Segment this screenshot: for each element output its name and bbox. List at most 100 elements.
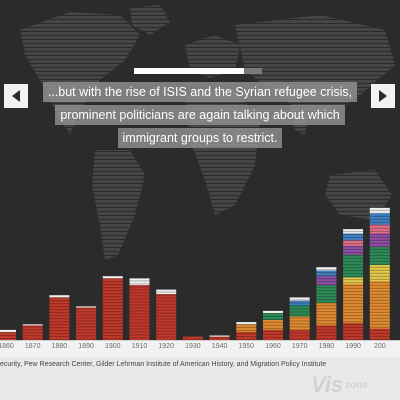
bar-stripe: [76, 311, 97, 313]
bar-stripe: [102, 284, 123, 286]
bar-stripe: [263, 312, 283, 314]
next-slide-button[interactable]: [371, 84, 395, 108]
bar-stripe: [369, 248, 390, 250]
bar-stripe: [102, 326, 123, 328]
bar-stripe: [289, 311, 310, 313]
bar-stripe: [316, 281, 337, 283]
bar-stripe: [369, 224, 390, 226]
bar-1930: [182, 336, 203, 340]
bar-segment-1910-bar_white: [129, 278, 150, 286]
year-label-1910: 1910: [131, 343, 148, 350]
bar-stripe: [343, 240, 364, 242]
year-label-1990: 1990: [345, 343, 361, 350]
bar-segment-1860-bar_red: [0, 332, 16, 340]
bar-stripe: [369, 329, 390, 331]
bar-stripe: [369, 278, 390, 280]
bar-stripe: [129, 307, 150, 309]
bar-stripe: [102, 302, 123, 304]
bar-1900: [102, 276, 123, 340]
bar-stripe: [156, 294, 177, 296]
bar-stripe: [316, 278, 337, 280]
bar-stripe: [343, 264, 364, 266]
bar-stripe: [236, 336, 257, 338]
bar-stripe: [343, 252, 364, 254]
bar-stripe: [369, 236, 390, 238]
bar-stripe: [76, 329, 97, 331]
bar-stripe: [156, 327, 177, 329]
caption-line-1: ...but with the rise of ISIS and the Syr…: [42, 82, 358, 102]
bar-stripe: [49, 297, 70, 299]
bar-stripe: [369, 209, 390, 211]
bar-segment-2000-bar_blue: [369, 213, 390, 225]
bar-stripe: [369, 227, 390, 229]
bar-stripe: [289, 335, 310, 337]
bar-stripe: [156, 300, 177, 302]
bar-stripe: [289, 326, 310, 328]
bar-stripe: [129, 331, 150, 333]
bar-stripe: [76, 308, 97, 310]
bar-stripe: [316, 275, 337, 277]
bar-stripe: [22, 329, 43, 331]
bar-stripe: [102, 320, 123, 322]
bar-segment-1970-bar_red: [289, 329, 310, 340]
bar-stripe: [343, 258, 364, 260]
year-label-1860: 1860: [0, 343, 14, 350]
bar-stripe: [76, 323, 97, 325]
bar-stripe: [129, 295, 150, 297]
bar-stripe: [236, 327, 257, 329]
bar-stripe: [156, 306, 177, 308]
bar-stripe: [102, 317, 123, 319]
bar-stripe: [369, 266, 390, 268]
sources-text: ecurity, Pew Research Center, Gilder Leh…: [0, 361, 327, 368]
bar-stripe: [76, 320, 97, 322]
bar-stripe: [49, 339, 70, 340]
bar-stripe: [369, 284, 390, 286]
bar-stripe: [369, 275, 390, 277]
bar-stripe: [49, 324, 70, 326]
bar-stripe: [369, 308, 390, 310]
bar-stripe: [343, 249, 364, 251]
bar-stripe: [289, 317, 310, 319]
year-label-1870: 1870: [24, 343, 41, 350]
bar-stripe: [369, 323, 390, 325]
bar-stripe: [369, 326, 390, 328]
bar-stripe: [76, 314, 97, 316]
bar-stripe: [369, 233, 390, 235]
bar-stripe: [343, 333, 364, 335]
bar-stripe: [316, 329, 337, 331]
bar-1950: [236, 322, 257, 340]
bar-stripe: [343, 315, 364, 317]
bar-stripe: [369, 218, 390, 220]
bar-stripe: [369, 335, 390, 337]
bar-stripe: [263, 330, 283, 332]
bar-stripe: [49, 315, 70, 317]
bar-stripe: [343, 306, 364, 308]
bar-stripe: [369, 296, 390, 298]
bar-segment-1940-bar_red: [209, 336, 230, 340]
bar-segment-2000-bar_white: [369, 207, 390, 214]
bar-stripe: [209, 337, 230, 339]
bar-segment-2000-bar_green: [369, 247, 390, 265]
year-label-1940: 1940: [211, 343, 228, 350]
year-label-1880: 1880: [51, 343, 68, 350]
bar-stripe: [102, 308, 123, 310]
bar-stripe: [49, 333, 70, 335]
bar-stripe: [263, 324, 283, 326]
bar-stripe: [369, 317, 390, 319]
slide-progress-fill: [134, 68, 245, 74]
bar-stripe: [263, 318, 283, 320]
previous-slide-button[interactable]: [4, 84, 28, 108]
bar-stripe: [369, 272, 390, 274]
bar-stripe: [369, 287, 390, 289]
bar-segment-1960-bar_red: [263, 329, 283, 340]
bar-stripe: [102, 332, 123, 334]
bar-stripe: [49, 303, 70, 305]
bar-stripe: [49, 306, 70, 308]
logo-vis-text: Vis: [311, 372, 344, 397]
bar-stripe: [129, 316, 150, 318]
bar-segment-1920-bar_red: [156, 294, 177, 340]
year-label-1970: 1970: [291, 343, 308, 350]
year-label-1950: 1950: [238, 343, 255, 350]
bar-stripe: [343, 321, 364, 323]
